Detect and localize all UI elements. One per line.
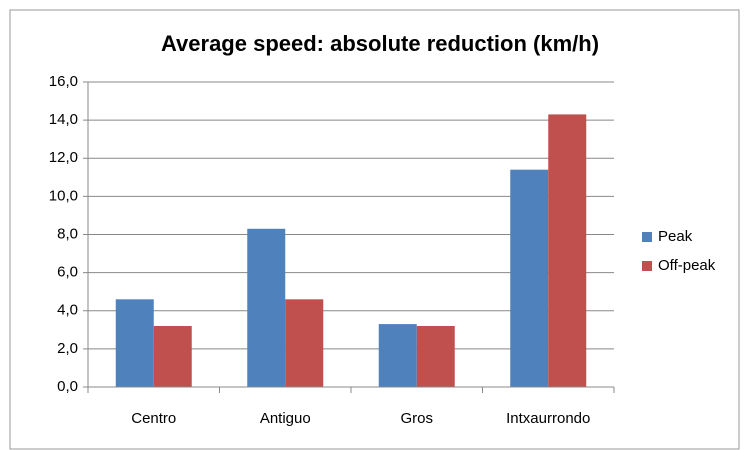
y-tick-label: 2,0 — [57, 340, 78, 357]
bar — [115, 299, 154, 387]
y-tick-label: 8,0 — [57, 225, 78, 242]
y-tick-label: 10,0 — [49, 187, 78, 204]
y-tick-label: 0,0 — [57, 378, 78, 395]
legend-label: Peak — [658, 228, 693, 245]
x-tick-label: Gros — [400, 410, 433, 427]
bar — [378, 324, 417, 387]
bar — [153, 326, 192, 387]
x-tick-label: Intxaurrondo — [506, 410, 590, 427]
legend-swatch — [642, 232, 652, 242]
y-tick-label: 14,0 — [49, 111, 78, 128]
y-tick-label: 6,0 — [57, 264, 78, 281]
x-tick-label: Centro — [131, 410, 176, 427]
bar — [548, 114, 587, 387]
bar — [416, 326, 455, 387]
y-tick-label: 16,0 — [49, 73, 78, 90]
legend-label: Off-peak — [658, 257, 716, 274]
bar — [247, 228, 286, 387]
chart-title: Average speed: absolute reduction (km/h) — [161, 31, 599, 56]
y-tick-label: 4,0 — [57, 302, 78, 319]
bar — [285, 299, 324, 387]
legend-swatch — [642, 261, 652, 271]
y-tick-label: 12,0 — [49, 149, 78, 166]
bar — [510, 169, 549, 387]
x-tick-label: Antiguo — [260, 410, 311, 427]
